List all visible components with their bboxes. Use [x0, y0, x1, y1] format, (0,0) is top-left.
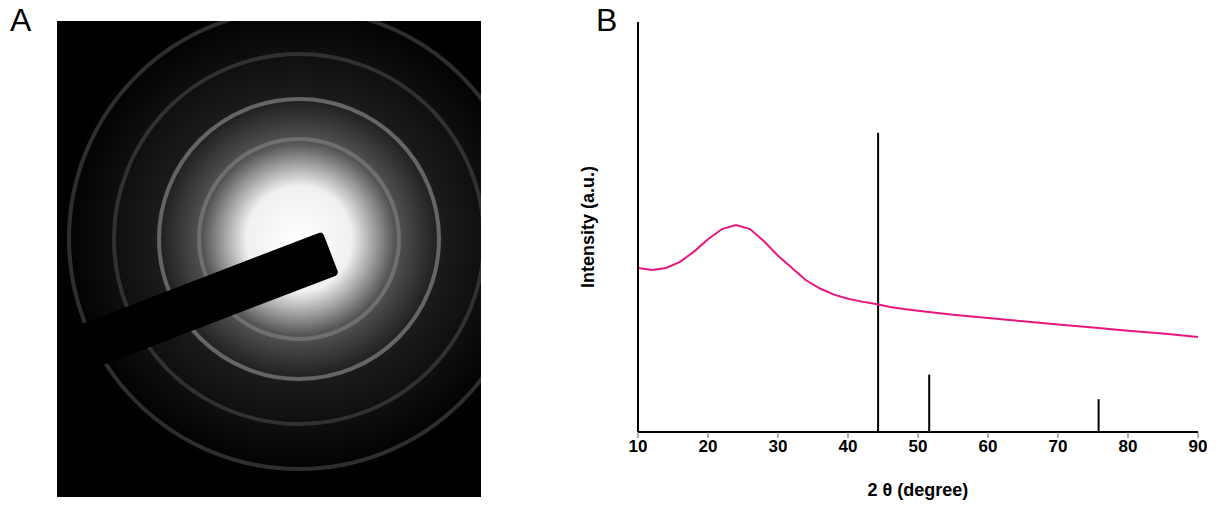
svg-text:80: 80 [1119, 437, 1138, 456]
html-text:A: A [10, 2, 32, 38]
svg-text:70: 70 [1049, 437, 1068, 456]
svg-text:90: 90 [1189, 437, 1208, 456]
svg-text:2 θ (degree): 2 θ (degree) [868, 480, 969, 500]
svg-text:30: 30 [769, 437, 788, 456]
html-text:B: B [596, 2, 618, 38]
svg-text:20: 20 [699, 437, 718, 456]
svg-text:60: 60 [979, 437, 998, 456]
svg-text:40: 40 [839, 437, 858, 456]
svg-text:50: 50 [909, 437, 928, 456]
svg-text:Intensity (a.u.): Intensity (a.u.) [578, 166, 598, 288]
svg-text:10: 10 [629, 437, 648, 456]
